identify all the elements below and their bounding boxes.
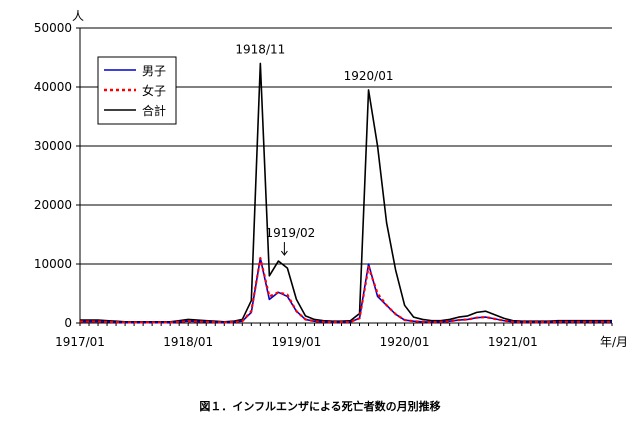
legend-label: 男子 <box>142 64 166 78</box>
x-unit-label: 年/月 <box>600 335 628 349</box>
legend-label: 合計 <box>142 103 166 118</box>
x-tick-label: 1920/01 <box>380 335 430 349</box>
legend-label: 女子 <box>142 83 166 98</box>
y-tick-label: 0 <box>64 316 72 330</box>
x-tick-label: 1918/01 <box>163 335 213 349</box>
annotation-label: 1919/02 <box>265 226 315 240</box>
y-tick-label: 20000 <box>34 198 72 212</box>
y-unit-label: 人 <box>72 9 84 23</box>
tick-labels: 0 10000 20000 30000 40000 50000 1917/01 1918/01… <box>34 9 628 349</box>
x-tick-label: 1919/01 <box>271 335 321 349</box>
y-tick-label: 40000 <box>34 80 72 94</box>
annotation-label: 1920/01 <box>344 69 394 83</box>
annotation-label: 1918/11 <box>235 42 285 56</box>
y-tick-label: 50000 <box>34 21 72 35</box>
influenza-deaths-line-chart: 0 10000 20000 30000 40000 50000 1917/01 1918/01… <box>34 9 628 349</box>
series-line-male <box>80 257 612 324</box>
figure-caption: 図１．インフルエンザによる死亡者数の月別推移 <box>199 400 441 413</box>
x-tick-label: 1921/01 <box>488 335 538 349</box>
series-line-female <box>80 257 612 324</box>
peak-annotations: 1918/11 1919/02 1920/01 <box>235 42 394 256</box>
annotation-arrow-head <box>280 250 288 256</box>
y-tick-label: 30000 <box>34 139 72 153</box>
y-tick-label: 10000 <box>34 257 72 271</box>
x-tick-label: 1917/01 <box>55 335 105 349</box>
data-series <box>80 62 612 324</box>
